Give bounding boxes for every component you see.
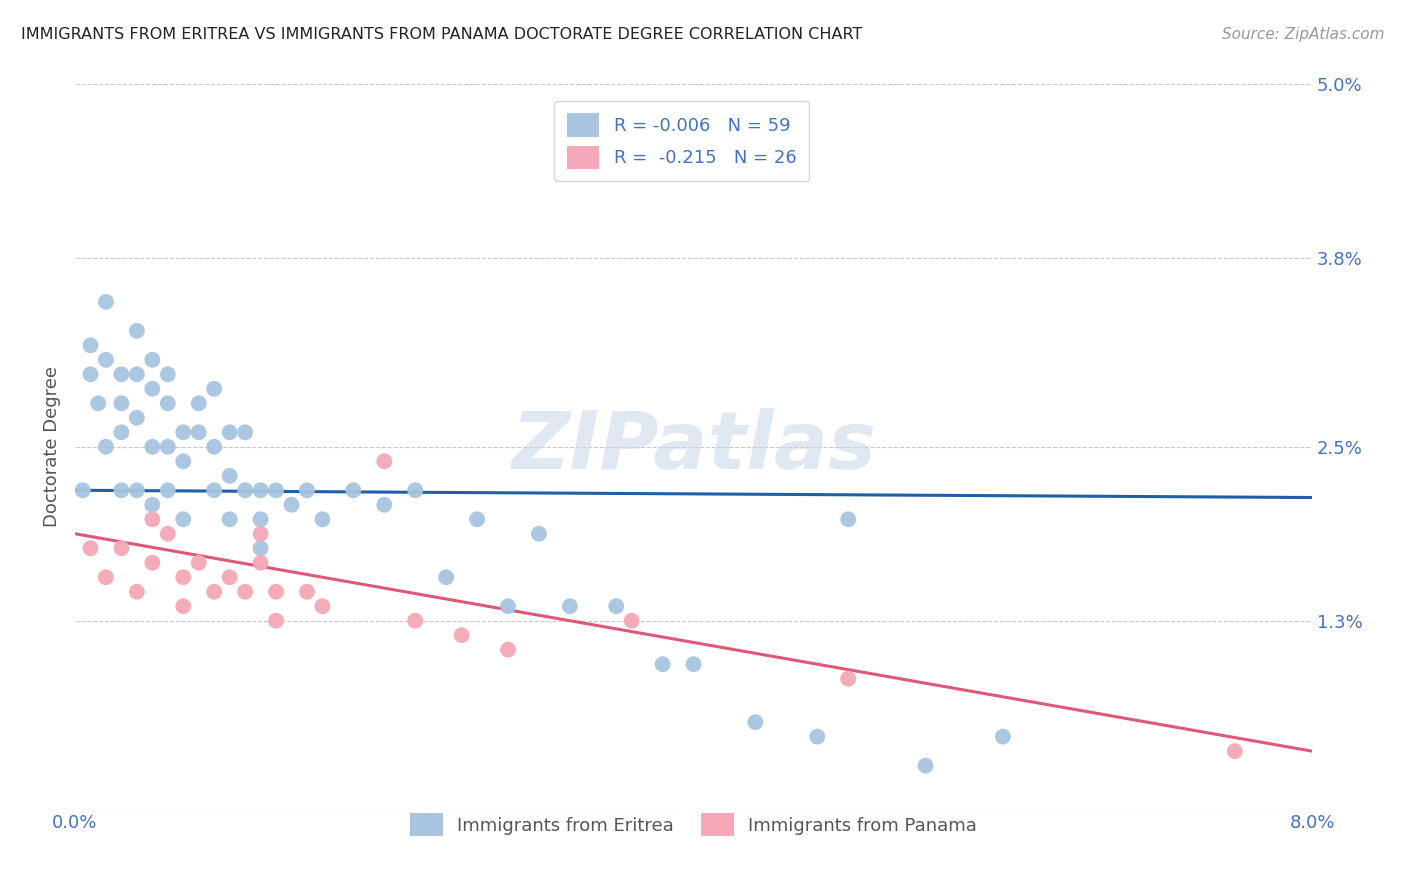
Point bbox=[280, 498, 302, 512]
Point bbox=[172, 425, 194, 440]
Point bbox=[125, 410, 148, 425]
Point bbox=[249, 541, 271, 556]
Point bbox=[249, 512, 271, 526]
Point bbox=[94, 294, 117, 309]
Point bbox=[311, 599, 333, 614]
Point bbox=[373, 454, 395, 468]
Point bbox=[125, 584, 148, 599]
Point bbox=[87, 396, 110, 410]
Text: ZIPatlas: ZIPatlas bbox=[510, 408, 876, 486]
Point bbox=[125, 368, 148, 382]
Point bbox=[450, 628, 472, 642]
Point bbox=[187, 425, 209, 440]
Point bbox=[527, 526, 550, 541]
Point bbox=[141, 498, 163, 512]
Point bbox=[141, 512, 163, 526]
Point bbox=[72, 483, 94, 498]
Point bbox=[218, 425, 240, 440]
Point bbox=[249, 556, 271, 570]
Point bbox=[991, 730, 1014, 744]
Point bbox=[156, 526, 179, 541]
Point bbox=[496, 599, 519, 614]
Point bbox=[141, 382, 163, 396]
Point bbox=[172, 512, 194, 526]
Point bbox=[156, 440, 179, 454]
Point bbox=[233, 483, 256, 498]
Y-axis label: Doctorate Degree: Doctorate Degree bbox=[44, 367, 60, 527]
Point bbox=[187, 556, 209, 570]
Point bbox=[187, 396, 209, 410]
Point bbox=[202, 382, 225, 396]
Point bbox=[202, 483, 225, 498]
Point bbox=[744, 715, 766, 730]
Point bbox=[172, 599, 194, 614]
Point bbox=[94, 440, 117, 454]
Point bbox=[218, 570, 240, 584]
Point bbox=[125, 483, 148, 498]
Point bbox=[79, 368, 101, 382]
Point bbox=[110, 396, 132, 410]
Point bbox=[156, 483, 179, 498]
Point bbox=[218, 468, 240, 483]
Point bbox=[202, 584, 225, 599]
Point bbox=[141, 556, 163, 570]
Legend: Immigrants from Eritrea, Immigrants from Panama: Immigrants from Eritrea, Immigrants from… bbox=[404, 806, 984, 844]
Point bbox=[79, 338, 101, 352]
Point bbox=[605, 599, 627, 614]
Point bbox=[682, 657, 704, 672]
Point bbox=[264, 614, 287, 628]
Point bbox=[249, 526, 271, 541]
Point bbox=[914, 758, 936, 772]
Point bbox=[110, 368, 132, 382]
Point bbox=[295, 584, 318, 599]
Point bbox=[249, 483, 271, 498]
Text: IMMIGRANTS FROM ERITREA VS IMMIGRANTS FROM PANAMA DOCTORATE DEGREE CORRELATION C: IMMIGRANTS FROM ERITREA VS IMMIGRANTS FR… bbox=[21, 27, 862, 42]
Point bbox=[218, 512, 240, 526]
Point bbox=[373, 498, 395, 512]
Point bbox=[141, 440, 163, 454]
Point bbox=[558, 599, 581, 614]
Point bbox=[837, 512, 859, 526]
Point bbox=[496, 642, 519, 657]
Point bbox=[342, 483, 364, 498]
Point bbox=[264, 483, 287, 498]
Point bbox=[295, 483, 318, 498]
Point bbox=[94, 352, 117, 367]
Point bbox=[465, 512, 488, 526]
Point bbox=[110, 483, 132, 498]
Text: Source: ZipAtlas.com: Source: ZipAtlas.com bbox=[1222, 27, 1385, 42]
Point bbox=[156, 368, 179, 382]
Point bbox=[404, 614, 426, 628]
Point bbox=[651, 657, 673, 672]
Point bbox=[434, 570, 457, 584]
Point bbox=[404, 483, 426, 498]
Point bbox=[110, 541, 132, 556]
Point bbox=[172, 454, 194, 468]
Point bbox=[79, 541, 101, 556]
Point bbox=[172, 570, 194, 584]
Point bbox=[94, 570, 117, 584]
Point bbox=[620, 614, 643, 628]
Point bbox=[156, 396, 179, 410]
Point bbox=[202, 440, 225, 454]
Point bbox=[311, 512, 333, 526]
Point bbox=[837, 672, 859, 686]
Point bbox=[1223, 744, 1246, 758]
Point bbox=[264, 584, 287, 599]
Point bbox=[110, 425, 132, 440]
Point bbox=[233, 425, 256, 440]
Point bbox=[806, 730, 828, 744]
Point bbox=[233, 584, 256, 599]
Point bbox=[125, 324, 148, 338]
Point bbox=[141, 352, 163, 367]
